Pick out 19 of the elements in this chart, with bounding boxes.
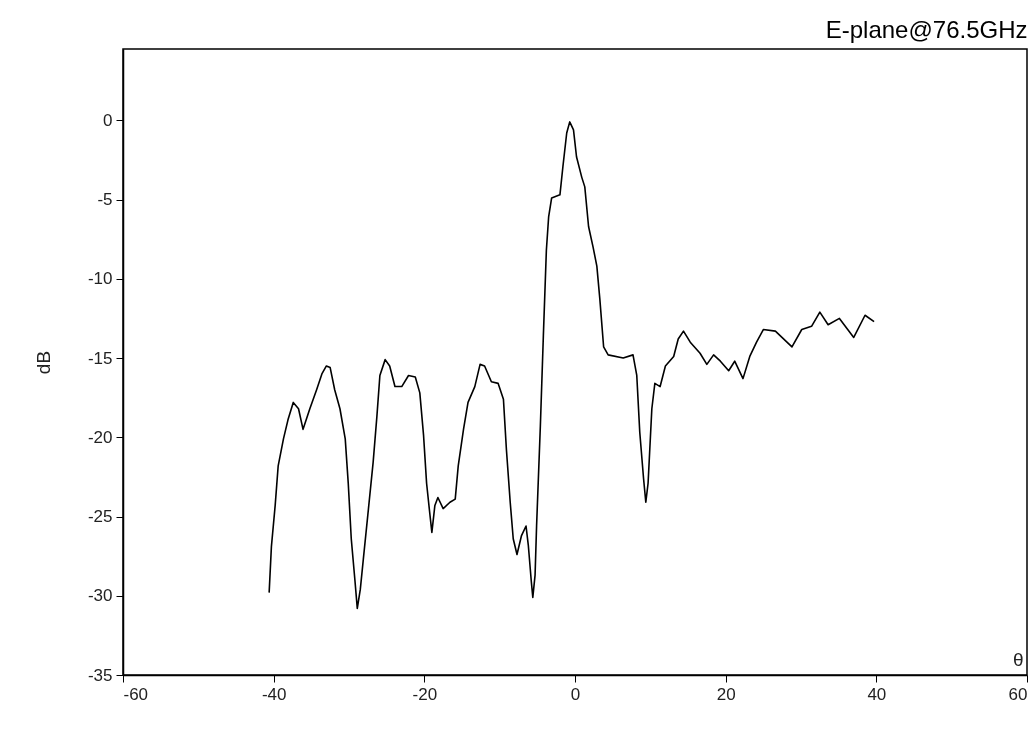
x-axis-title: θ [1012,648,1024,670]
y-tick-label: -5 [97,190,113,210]
line-series [268,121,875,610]
y-tick-label: -25 [87,507,113,527]
x-tick-label: 40 [867,684,887,704]
y-tick-label: -15 [87,348,113,368]
y-tick-label: -10 [87,269,113,289]
y-tick-label: -30 [87,586,113,606]
y-tick-label: -35 [87,665,113,685]
x-tick-label: -20 [412,684,438,704]
x-tick-label: 60 [1008,684,1028,704]
x-tick-label: -60 [123,684,149,704]
y-tick-label: -20 [87,427,113,447]
y-tick-label: 0 [103,110,113,130]
x-tick-label: -40 [261,684,287,704]
y-axis-title: dB [32,350,54,375]
x-tick-label: 20 [716,684,736,704]
chart-title: E-plane@76.5GHz [825,16,1028,43]
x-tick-label: 0 [570,684,581,704]
